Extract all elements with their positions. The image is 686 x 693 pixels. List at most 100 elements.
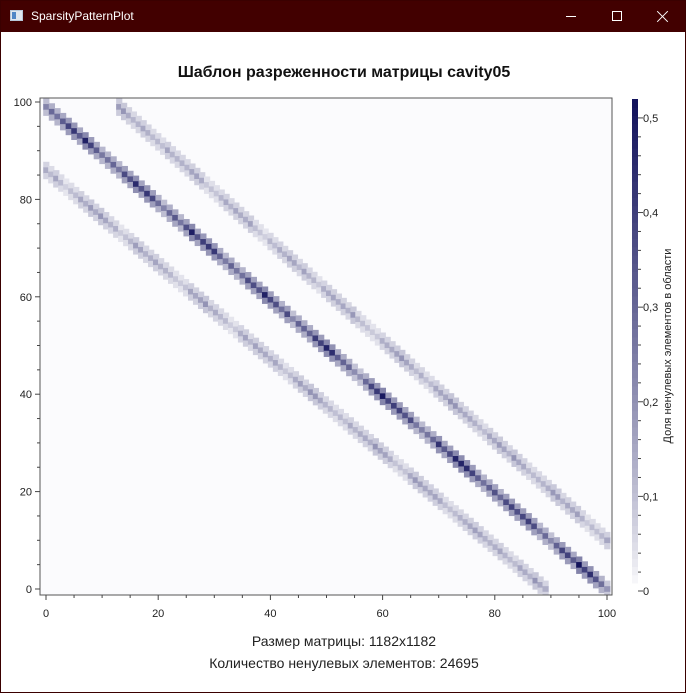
heatmap-cell	[340, 353, 347, 361]
heatmap-cell	[502, 552, 509, 559]
heatmap-cell	[512, 566, 519, 573]
heatmap-cell	[223, 205, 230, 212]
heatmap-cell	[245, 272, 252, 279]
heatmap-cell	[178, 280, 185, 287]
heatmap-cell	[161, 205, 168, 212]
heatmap-cell	[179, 166, 186, 173]
heatmap-cell	[365, 330, 372, 337]
heatmap-cell	[212, 315, 220, 322]
heatmap-cell	[355, 322, 362, 329]
heatmap-cell	[497, 488, 504, 496]
heatmap-cell	[377, 447, 384, 455]
heatmap-cell	[430, 436, 437, 443]
heatmap-cell	[123, 239, 130, 247]
heatmap-cell	[404, 354, 411, 361]
heatmap-cell	[312, 335, 319, 342]
heatmap-cell	[243, 211, 250, 218]
heatmap-cell	[71, 128, 78, 135]
heatmap-cell	[379, 387, 387, 394]
heatmap-cell	[143, 256, 150, 263]
heatmap-cell	[497, 500, 504, 507]
heatmap-cell	[208, 186, 216, 193]
heatmap-cell	[548, 543, 555, 550]
maximize-button[interactable]	[594, 1, 640, 32]
heatmap-cell	[227, 316, 235, 323]
heatmap-cell	[168, 266, 175, 273]
heatmap-cell	[194, 167, 201, 175]
heatmap-cell	[177, 214, 185, 221]
heatmap-cell	[396, 402, 403, 409]
heatmap-cell	[128, 238, 135, 245]
heatmap-cell	[284, 311, 291, 318]
heatmap-cell	[43, 109, 50, 116]
colorbar-segment	[632, 443, 638, 453]
heatmap-cell	[396, 407, 403, 415]
heatmap-cell	[330, 300, 338, 307]
heatmap-cell	[43, 167, 50, 174]
heatmap-cell	[172, 220, 179, 227]
heatmap-cell	[579, 510, 587, 517]
heatmap-cell	[424, 426, 431, 433]
y-tick-label: 40	[20, 389, 32, 401]
heatmap-cell	[286, 255, 294, 262]
heatmap-cell	[351, 363, 358, 370]
heatmap-cell	[104, 157, 112, 164]
heatmap-cell	[362, 373, 370, 380]
heatmap-cell	[148, 249, 155, 256]
heatmap-cell	[302, 385, 310, 392]
heatmap-cell	[262, 357, 270, 364]
heatmap-cell	[202, 301, 210, 308]
colorbar-segment	[632, 254, 638, 264]
heatmap-cell	[542, 538, 549, 545]
plot-title: Шаблон разреженности матрицы cavity05	[177, 64, 511, 81]
heatmap-cell	[278, 300, 286, 308]
heatmap-cell	[404, 359, 411, 366]
heatmap-cell	[402, 468, 409, 476]
heatmap-cell	[516, 453, 523, 461]
heatmap-cell	[332, 415, 339, 423]
heatmap-cell	[432, 488, 439, 495]
heatmap-cell	[118, 224, 125, 231]
heatmap-cell	[160, 148, 167, 155]
heatmap-cell	[369, 329, 377, 336]
heatmap-cell	[576, 567, 583, 574]
heatmap-cell	[317, 403, 325, 410]
heatmap-cell	[472, 527, 479, 534]
heatmap-cell	[58, 179, 65, 187]
heatmap-cell	[292, 376, 300, 383]
heatmap-cell	[542, 591, 549, 595]
heatmap-cell	[368, 389, 375, 396]
heatmap-cell	[472, 414, 479, 422]
heatmap-cell	[407, 473, 414, 480]
heatmap-cell	[203, 176, 211, 183]
heatmap-cell	[277, 241, 284, 248]
heatmap-cell	[345, 313, 352, 320]
heatmap-cell	[323, 345, 330, 352]
colorbar-segment	[632, 566, 638, 576]
heatmap-cell	[589, 530, 596, 537]
minimize-button[interactable]	[548, 1, 594, 32]
x-tick-label: 40	[264, 608, 276, 620]
heatmap-cell	[469, 470, 476, 477]
heatmap-cell	[377, 442, 384, 449]
heatmap-cell	[486, 479, 493, 486]
title-bar[interactable]: SparsityPatternPlot	[1, 1, 685, 32]
heatmap-cell	[211, 248, 218, 255]
heatmap-cell	[467, 416, 474, 423]
heatmap-cell	[232, 332, 240, 339]
heatmap-cell	[382, 446, 389, 453]
heatmap-cell	[205, 249, 213, 256]
heatmap-cell	[138, 241, 145, 248]
heatmap-cell	[448, 404, 455, 411]
heatmap-cell	[327, 400, 335, 407]
heatmap-cell	[287, 378, 295, 385]
heatmap-cell	[301, 320, 308, 327]
colorbar: 0 0,1 0,2 0,3 0,4 0,5 Доля ненулевых элементов…	[632, 99, 674, 598]
heatmap-cell	[233, 208, 240, 215]
heatmap-cell	[108, 221, 115, 229]
heatmap-cell	[205, 238, 213, 245]
heatmap-cell	[448, 398, 455, 406]
heatmap-cell	[407, 411, 415, 419]
heatmap-cell	[570, 557, 577, 564]
heatmap-cell	[369, 335, 377, 342]
